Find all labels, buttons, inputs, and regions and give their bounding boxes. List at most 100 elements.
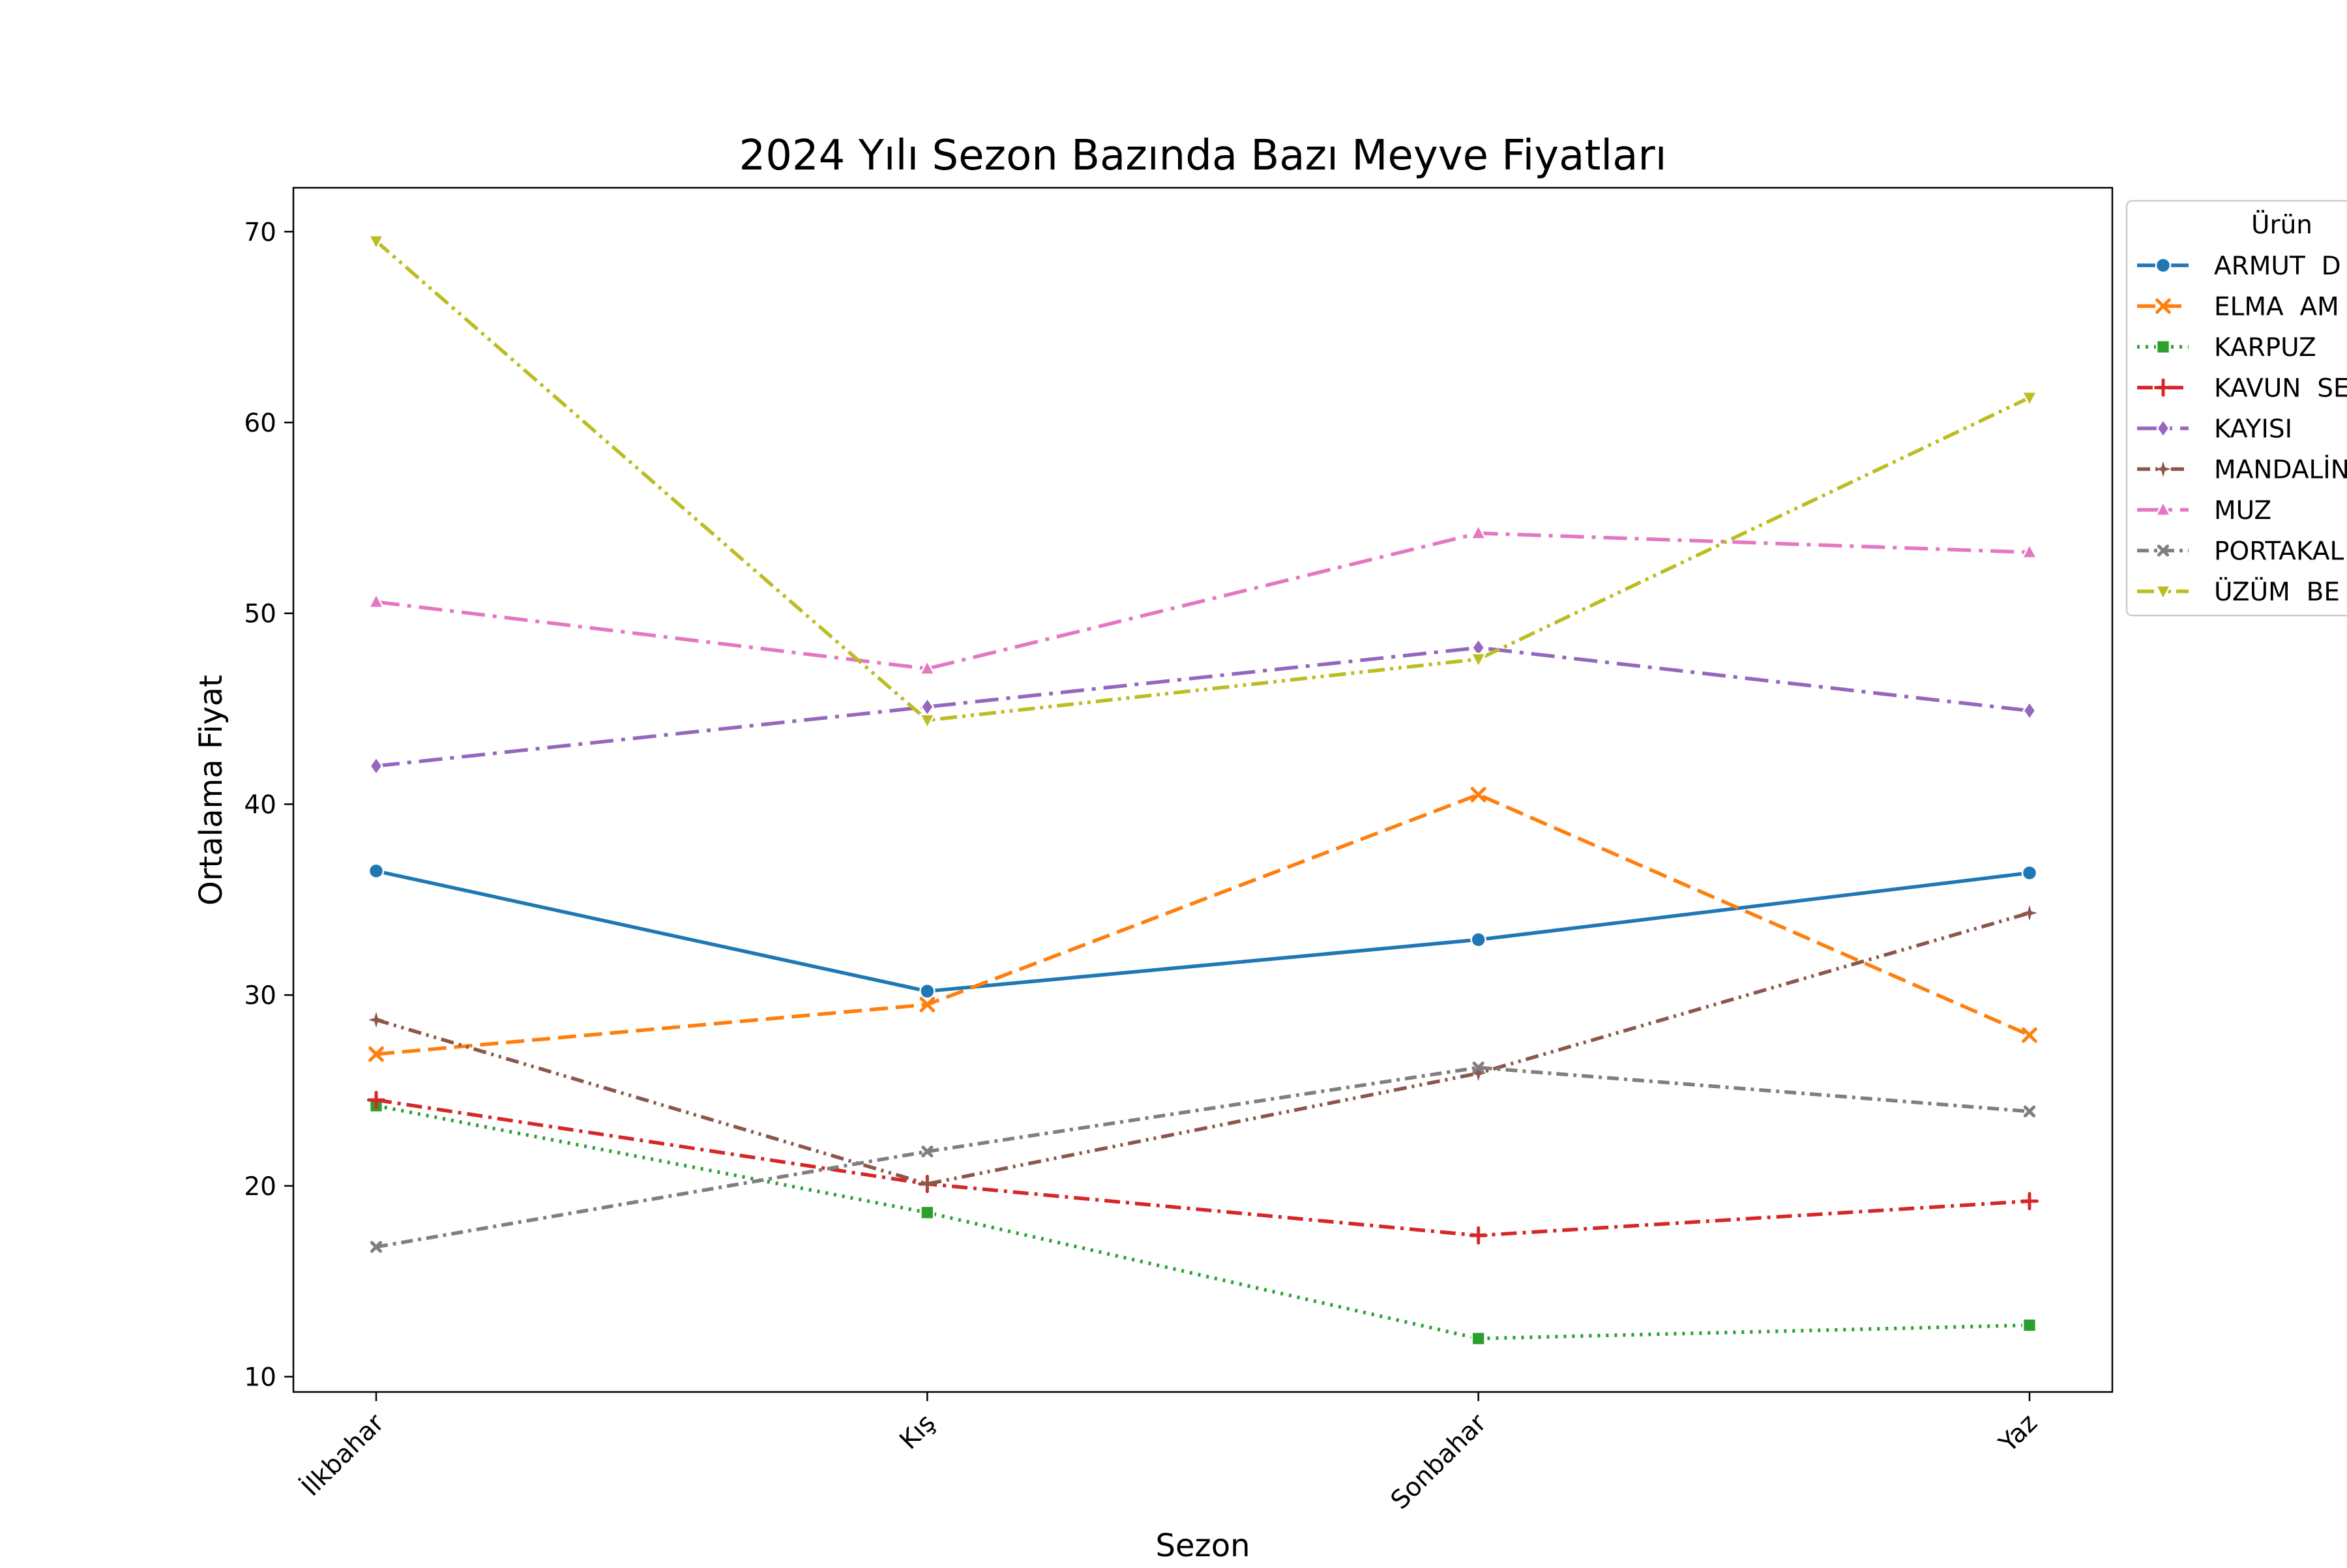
x-tick-label: Yaz [1993,1408,2043,1458]
legend-item: KAYISI [2137,415,2292,444]
data-point [1470,932,1486,948]
data-point [2022,700,2037,721]
legend-marker [2155,461,2172,477]
legend-marker [2154,500,2172,517]
series-line [376,1065,2030,1249]
legend-item: MUZ [2137,496,2271,525]
plot-area [366,234,2039,1346]
legend-title: Ürün [2251,210,2312,240]
data-point [919,983,936,999]
legend-item: KARPUZ [2137,333,2316,362]
data-point [1469,1226,1488,1245]
series-3 [366,1091,2039,1245]
y-tick-label: 20 [244,1172,276,1202]
data-point [1469,652,1487,669]
legend-marker [2154,584,2172,601]
data-point [919,713,936,730]
data-point [367,592,385,609]
series-0 [368,863,2038,999]
x-tick-label: Sonbahar [1385,1408,1492,1515]
legend-item: MANDALİN [2137,455,2347,485]
legend-label: KAVUN SE [2214,374,2347,404]
data-point [2020,542,2039,559]
series-line [376,1098,2030,1237]
y-tick-label: 50 [244,600,276,629]
series-5 [368,905,2038,1192]
y-tick-label: 30 [244,981,276,1011]
data-point [921,1146,934,1158]
legend-label: PORTAKAL [2214,537,2344,567]
legend-label: ELMA AM [2214,293,2339,322]
legend-item: KAVUN SE [2137,374,2347,404]
chart-title: 2024 Yılı Sezon Bazında Bazı Meyve Fiyat… [739,132,1666,180]
data-point [368,1046,384,1062]
legend-label: ARMUT D [2214,252,2341,281]
x-tick-label: İlkbahar [296,1408,391,1502]
data-point [369,756,383,777]
legend-marker [2157,544,2170,557]
x-axis-label: Sezon [1156,1528,1250,1564]
series-6 [367,524,2039,675]
data-point [2021,905,2038,921]
axes: 10 20 30 40 50 60 70 İlkbahar Kış Sonbahar Yaz [244,186,2114,1515]
plot-frame [292,186,2114,1393]
data-point [919,996,936,1013]
series-1 [368,786,2037,1062]
data-point [2021,865,2038,881]
data-point [367,234,385,251]
legend-item: ARMUT D [2137,252,2341,281]
series-4 [369,638,2037,777]
series-line [375,239,2031,722]
data-point [919,658,936,675]
data-point [2022,1318,2037,1333]
legend-marker [2156,418,2170,439]
legend-item: PORTAKAL [2137,537,2344,567]
series-line [376,531,2030,671]
legend-label: KAYISI [2214,415,2292,444]
legend-item: ELMA AM [2137,293,2339,322]
data-point [366,1091,386,1110]
data-point [1470,786,1486,803]
series-line [376,645,2030,768]
legend-box [2125,200,2347,617]
legend-marker [2153,378,2173,397]
data-point [368,1012,385,1028]
data-point [2020,1192,2039,1211]
legend: Ürün ARMUT D ELMA AM KARPUZ KAVUN SE KAYISI MA… [2125,200,2347,617]
legend-marker [2155,257,2172,274]
data-point [920,696,935,717]
y-tick-label: 10 [244,1363,276,1393]
series-7 [370,1061,2036,1253]
legend-marker [2155,298,2171,314]
legend-label: ÜZÜM BE [2214,577,2340,607]
legend-label: KARPUZ [2214,333,2316,362]
legend-marker [2155,339,2171,355]
y-axis-label: Ortalama Fiyat [193,675,229,906]
data-point [368,863,385,880]
y-tick-label: 60 [244,409,276,438]
series-line [376,793,2031,1056]
data-point [2020,391,2039,407]
series-line [376,1104,2030,1340]
series-2 [368,1098,2037,1346]
data-point [1469,524,1487,540]
series-line [376,869,2030,994]
data-point [2023,1105,2036,1117]
legend-item: ÜZÜM BE [2137,577,2340,607]
legend-label: MUZ [2214,496,2271,525]
data-point [920,1205,935,1220]
x-tick-label: Kış [894,1408,941,1455]
y-tick-label: 40 [244,790,276,820]
data-point [919,1176,936,1192]
y-tick-label: 70 [244,218,276,247]
data-point [1470,1065,1486,1082]
series-line [376,911,2030,1186]
legend-label: MANDALİN [2214,455,2347,485]
series-8 [367,234,2039,730]
data-point [1471,1331,1486,1346]
data-point [1472,1061,1484,1074]
data-point [370,1241,383,1253]
data-point [2022,1027,2037,1043]
